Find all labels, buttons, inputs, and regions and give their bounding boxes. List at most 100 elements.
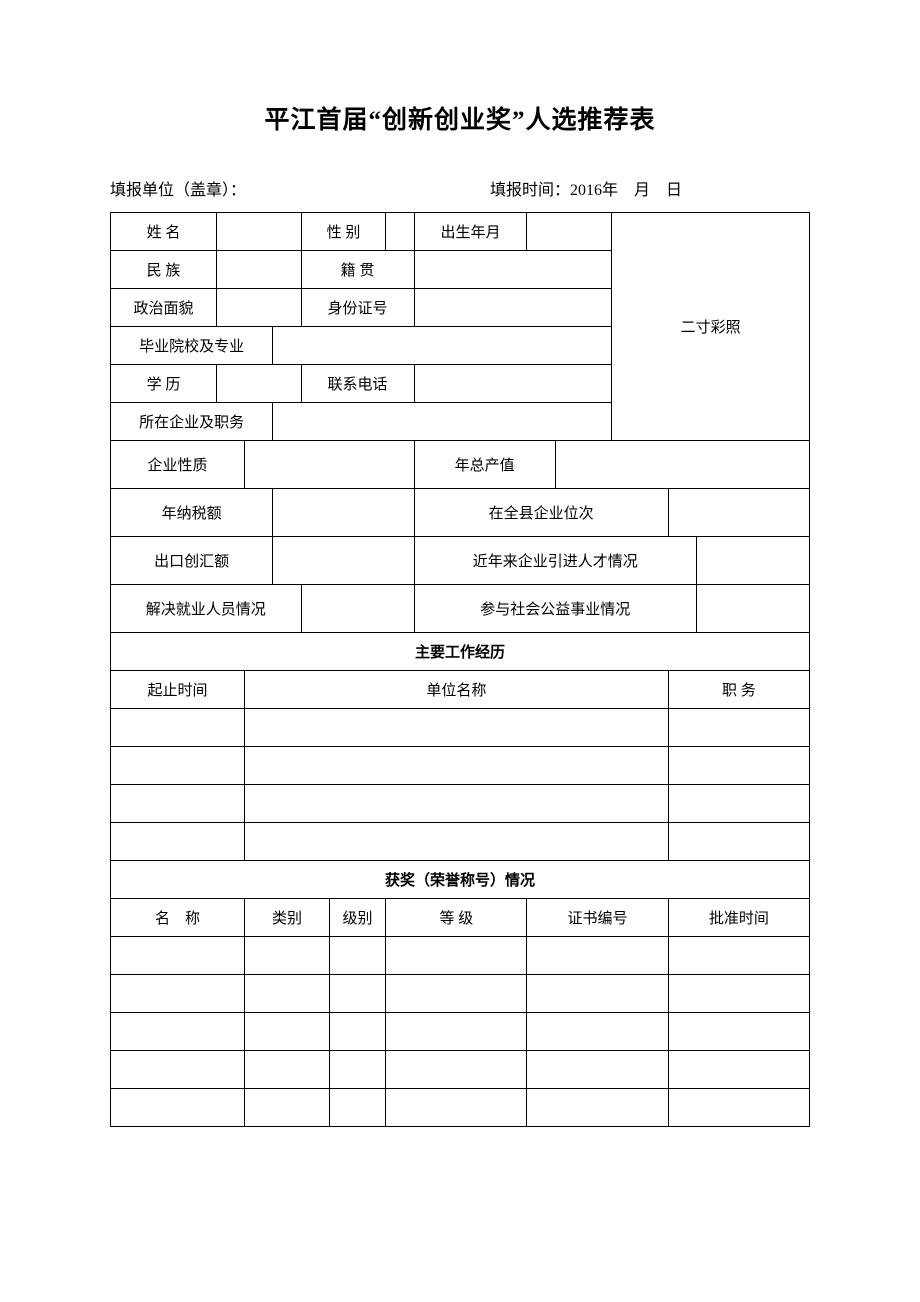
field-employment[interactable] (301, 585, 414, 633)
label-id-number: 身份证号 (301, 289, 414, 327)
field-approval-time[interactable] (668, 1013, 809, 1051)
section-awards: 获奖（荣誉称号）情况 (111, 861, 810, 899)
field-grade[interactable] (386, 1051, 527, 1089)
field-level[interactable] (329, 937, 385, 975)
field-period[interactable] (111, 709, 245, 747)
field-level[interactable] (329, 1089, 385, 1127)
label-name: 姓 名 (111, 213, 217, 251)
field-birth[interactable] (527, 213, 612, 251)
field-category[interactable] (245, 1051, 330, 1089)
time-value: 2016年 月 日 (570, 182, 682, 199)
field-talent-intro[interactable] (696, 537, 809, 585)
field-position[interactable] (668, 785, 809, 823)
field-award-name[interactable] (111, 1089, 245, 1127)
work-history-row (111, 785, 810, 823)
field-cert-no[interactable] (527, 1013, 668, 1051)
award-row (111, 1089, 810, 1127)
field-award-name[interactable] (111, 1051, 245, 1089)
field-public-welfare[interactable] (696, 585, 809, 633)
field-award-name[interactable] (111, 1013, 245, 1051)
form-header: 填报单位（盖章）： 填报时间：2016年 月 日 (110, 176, 810, 200)
field-education[interactable] (216, 365, 301, 403)
label-unit-name: 单位名称 (245, 671, 669, 709)
field-grade[interactable] (386, 975, 527, 1013)
field-unit-name[interactable] (245, 709, 669, 747)
work-history-row (111, 747, 810, 785)
field-grade[interactable] (386, 1089, 527, 1127)
field-cert-no[interactable] (527, 975, 668, 1013)
label-level: 级别 (329, 899, 385, 937)
label-phone: 联系电话 (301, 365, 414, 403)
field-unit-name[interactable] (245, 785, 669, 823)
field-annual-tax[interactable] (273, 489, 414, 537)
field-cert-no[interactable] (527, 1051, 668, 1089)
field-award-name[interactable] (111, 975, 245, 1013)
work-history-row (111, 823, 810, 861)
label-birth: 出生年月 (414, 213, 527, 251)
nomination-form-table: 姓 名 性 别 出生年月 二寸彩照 民 族 籍 贯 政治面貌 身份证号 毕业院校… (110, 212, 810, 1127)
field-level[interactable] (329, 975, 385, 1013)
field-category[interactable] (245, 1013, 330, 1051)
label-company-position: 所在企业及职务 (111, 403, 273, 441)
field-export[interactable] (273, 537, 414, 585)
field-political[interactable] (216, 289, 301, 327)
field-level[interactable] (329, 1013, 385, 1051)
label-award-name: 名 称 (111, 899, 245, 937)
label-export: 出口创汇额 (111, 537, 273, 585)
label-county-rank: 在全县企业位次 (414, 489, 668, 537)
field-grade[interactable] (386, 1013, 527, 1051)
work-history-row (111, 709, 810, 747)
award-row (111, 975, 810, 1013)
label-position: 职 务 (668, 671, 809, 709)
field-approval-time[interactable] (668, 1089, 809, 1127)
time-label: 填报时间： (490, 182, 570, 199)
field-enterprise-nature[interactable] (245, 441, 414, 489)
label-annual-output: 年总产值 (414, 441, 555, 489)
field-period[interactable] (111, 823, 245, 861)
field-origin[interactable] (414, 251, 612, 289)
field-phone[interactable] (414, 365, 612, 403)
field-unit-name[interactable] (245, 823, 669, 861)
field-company-position[interactable] (273, 403, 612, 441)
field-period[interactable] (111, 747, 245, 785)
field-county-rank[interactable] (668, 489, 809, 537)
field-level[interactable] (329, 1051, 385, 1089)
label-cert-no: 证书编号 (527, 899, 668, 937)
field-cert-no[interactable] (527, 1089, 668, 1127)
label-gender: 性 别 (301, 213, 386, 251)
field-annual-output[interactable] (555, 441, 809, 489)
award-row (111, 937, 810, 975)
field-gender[interactable] (386, 213, 414, 251)
field-approval-time[interactable] (668, 975, 809, 1013)
field-unit-name[interactable] (245, 747, 669, 785)
field-id-number[interactable] (414, 289, 612, 327)
award-row (111, 1051, 810, 1089)
field-school-major[interactable] (273, 327, 612, 365)
field-period[interactable] (111, 785, 245, 823)
field-name[interactable] (216, 213, 301, 251)
field-position[interactable] (668, 823, 809, 861)
field-category[interactable] (245, 975, 330, 1013)
field-position[interactable] (668, 747, 809, 785)
label-education: 学 历 (111, 365, 217, 403)
field-category[interactable] (245, 937, 330, 975)
label-ethnicity: 民 族 (111, 251, 217, 289)
label-category: 类别 (245, 899, 330, 937)
label-grade: 等 级 (386, 899, 527, 937)
page-title: 平江首届“创新创业奖”人选推荐表 (110, 100, 810, 136)
field-cert-no[interactable] (527, 937, 668, 975)
award-row (111, 1013, 810, 1051)
field-award-name[interactable] (111, 937, 245, 975)
field-position[interactable] (668, 709, 809, 747)
field-ethnicity[interactable] (216, 251, 301, 289)
reporting-unit-label: 填报单位（盖章）： (110, 176, 430, 200)
reporting-time: 填报时间：2016年 月 日 (430, 176, 810, 200)
field-category[interactable] (245, 1089, 330, 1127)
section-work-history: 主要工作经历 (111, 633, 810, 671)
photo-cell: 二寸彩照 (612, 213, 810, 441)
label-public-welfare: 参与社会公益事业情况 (414, 585, 696, 633)
field-approval-time[interactable] (668, 937, 809, 975)
field-approval-time[interactable] (668, 1051, 809, 1089)
label-political: 政治面貌 (111, 289, 217, 327)
field-grade[interactable] (386, 937, 527, 975)
